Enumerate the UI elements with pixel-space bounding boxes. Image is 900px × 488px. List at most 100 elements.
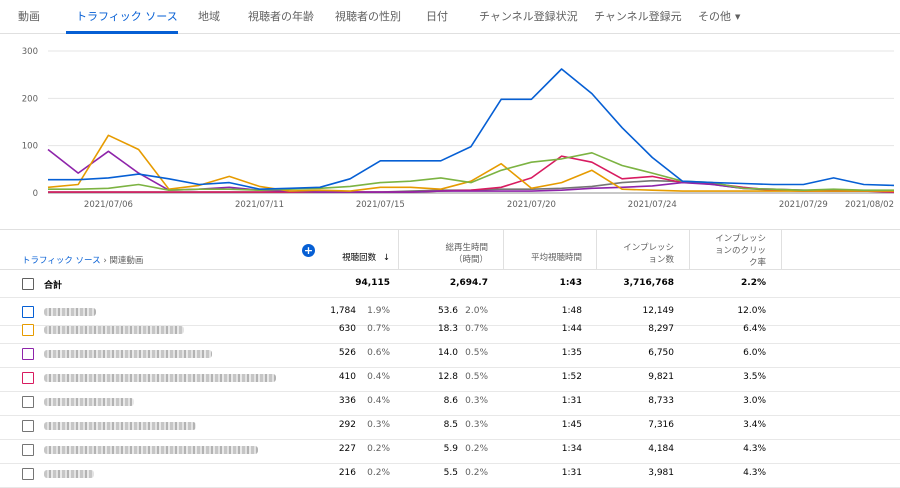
y-tick-label: 100: [22, 142, 38, 152]
watch-time-header-line1: 総再生時間: [445, 243, 488, 253]
breadcrumb-traffic-source-link[interactable]: トラフィック ソース: [22, 256, 101, 266]
row-checkbox[interactable]: [22, 324, 34, 336]
row-impressions: 8,733: [648, 396, 674, 406]
row-watch-time: 8.6: [443, 396, 458, 406]
row-views-pct: 0.7%: [367, 324, 390, 334]
row-views-pct: 0.2%: [367, 468, 390, 478]
views-header-label: 視聴回数: [342, 253, 377, 263]
total-avg-view: 1:43: [559, 278, 582, 288]
row-watch-pct: 2.0%: [465, 306, 488, 316]
arrow-down-icon: ↓: [382, 253, 390, 263]
series-line: [48, 152, 894, 191]
table-row[interactable]: 1,784 1.9% 53.6 2.0% 1:48 12,149 12.0%: [0, 298, 900, 326]
series-line: [48, 68, 895, 190]
series-line: [47, 134, 894, 192]
row-views-pct: 0.2%: [367, 444, 390, 454]
row-views: 336: [338, 396, 356, 406]
table-row[interactable]: 292 0.3% 8.5 0.3% 1:45 7,316 3.4%: [0, 412, 900, 440]
x-tick-label: 2021/07/15: [356, 200, 405, 210]
row-impressions: 4,184: [648, 444, 674, 454]
y-tick-label: 0: [33, 189, 38, 199]
tab-subscription-status[interactable]: チャンネル登録状況: [479, 10, 578, 23]
row-watch-time: 5.5: [443, 468, 458, 478]
column-header-views[interactable]: 視聴回数 ↓: [330, 252, 390, 264]
row-ctr: 3.4%: [743, 420, 766, 430]
row-ctr: 3.0%: [743, 396, 766, 406]
table-row[interactable]: 630 0.7% 18.3 0.7% 1:44 8,297 6.4%: [0, 316, 900, 344]
redacted-video-title: [44, 446, 258, 454]
row-watch-time: 8.5: [443, 420, 458, 430]
tab-viewer-gender[interactable]: 視聴者の性別: [335, 10, 401, 23]
redacted-video-title: [44, 308, 96, 316]
tab-videos[interactable]: 動画: [18, 10, 40, 23]
row-views-pct: 0.6%: [367, 348, 390, 358]
total-checkbox[interactable]: [22, 278, 34, 290]
column-header-watch-time[interactable]: 総再生時間 （時間）: [420, 242, 488, 266]
row-ctr: 12.0%: [737, 306, 766, 316]
row-checkbox[interactable]: [22, 306, 34, 318]
redacted-video-title: [44, 374, 276, 382]
row-watch-pct: 0.3%: [465, 420, 488, 430]
row-checkbox[interactable]: [22, 468, 34, 480]
tab-traffic-source[interactable]: トラフィック ソース: [76, 10, 178, 23]
total-impressions: 3,716,768: [623, 278, 674, 288]
x-tick-label: 2021/07/06: [84, 200, 133, 210]
row-watch-time: 18.3: [437, 324, 458, 334]
table-row[interactable]: 410 0.4% 12.8 0.5% 1:52 9,821 3.5%: [0, 364, 900, 392]
column-divider: [781, 230, 782, 270]
redacted-video-title: [44, 422, 196, 430]
table-row[interactable]: 216 0.2% 5.5 0.2% 1:31 3,981 4.3%: [0, 460, 900, 488]
series-line: [48, 155, 895, 193]
row-views-pct: 0.4%: [367, 396, 390, 406]
row-checkbox[interactable]: [22, 444, 34, 456]
add-metric-button[interactable]: +: [302, 244, 315, 257]
table-header: トラフィック ソース › 関連動画 + 視聴回数 ↓ 総再生時間 （時間） 平均…: [0, 229, 900, 270]
row-ctr: 3.5%: [743, 372, 766, 382]
row-avg-view: 1:34: [561, 444, 582, 454]
row-checkbox[interactable]: [22, 348, 34, 360]
column-divider: [398, 230, 399, 270]
table-row[interactable]: 227 0.2% 5.9 0.2% 1:34 4,184 4.3%: [0, 436, 900, 464]
active-tab-indicator: [66, 31, 178, 34]
watch-time-header-line2: （時間）: [453, 255, 488, 265]
column-header-ctr[interactable]: インプレッシ ョンのクリッ ク率: [700, 233, 766, 269]
row-ctr: 6.4%: [743, 324, 766, 334]
row-checkbox[interactable]: [22, 420, 34, 432]
row-views: 292: [338, 420, 356, 430]
column-divider: [689, 230, 690, 270]
total-ctr: 2.2%: [741, 278, 766, 288]
tab-geography[interactable]: 地域: [198, 10, 220, 23]
row-views: 526: [338, 348, 356, 358]
row-views: 630: [338, 324, 356, 334]
column-divider: [596, 230, 597, 270]
breadcrumb: トラフィック ソース › 関連動画: [22, 254, 143, 266]
tab-more-label: その他: [698, 10, 731, 23]
column-header-avg-view-duration[interactable]: 平均視聴時間: [530, 253, 582, 263]
column-header-impressions[interactable]: インプレッシ ョン数: [610, 242, 674, 266]
table-row[interactable]: 336 0.4% 8.6 0.3% 1:31 8,733 3.0%: [0, 388, 900, 416]
row-ctr: 4.3%: [743, 444, 766, 454]
row-checkbox[interactable]: [22, 372, 34, 384]
row-watch-time: 14.0: [437, 348, 458, 358]
tab-subscription-source[interactable]: チャンネル登録元: [594, 10, 682, 23]
impressions-header-line2: ョン数: [648, 255, 674, 265]
y-tick-label: 200: [22, 94, 38, 104]
impressions-header-line1: インプレッシ: [623, 243, 674, 253]
traffic-line-chart: 0 100 200 300 2021/07/06 2021/07/11 2021/07/1…: [22, 47, 895, 210]
row-avg-view: 1:31: [561, 396, 582, 406]
row-impressions: 6,750: [648, 348, 674, 358]
tab-more[interactable]: その他 ▼: [698, 8, 740, 24]
row-watch-pct: 0.7%: [465, 324, 488, 334]
row-watch-time: 12.8: [437, 372, 458, 382]
row-avg-view: 1:44: [561, 324, 582, 334]
series-line: [47, 148, 894, 193]
total-label: 合計: [44, 281, 63, 291]
tab-date[interactable]: 日付: [426, 10, 448, 23]
tab-viewer-age[interactable]: 視聴者の年齢: [248, 10, 314, 23]
table-row[interactable]: 526 0.6% 14.0 0.5% 1:35 6,750 6.0%: [0, 340, 900, 368]
row-impressions: 9,821: [648, 372, 674, 382]
row-checkbox[interactable]: [22, 396, 34, 408]
breadcrumb-separator: ›: [103, 256, 107, 266]
row-ctr: 4.3%: [743, 468, 766, 478]
row-watch-pct: 0.3%: [465, 396, 488, 406]
